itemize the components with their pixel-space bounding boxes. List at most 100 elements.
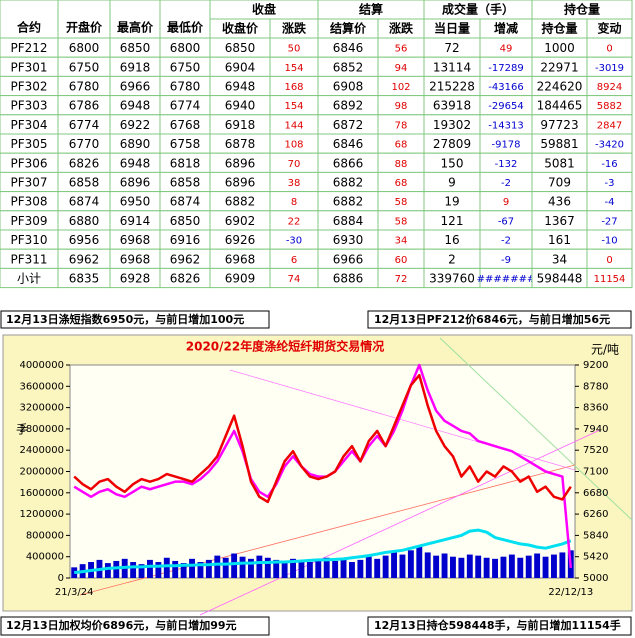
y-tick-label: 4000000: [19, 360, 64, 371]
cell-text: 50: [288, 44, 301, 55]
cell-text: 6850: [120, 41, 151, 55]
volume-bar: [365, 556, 372, 578]
y2-tick-label: 5000: [583, 573, 608, 584]
y-tick-label: 3200000: [19, 403, 64, 414]
volume-bar: [399, 554, 406, 578]
cell-text: 78: [395, 120, 408, 131]
cell-text: 59881: [540, 137, 578, 151]
cell-text: 6874: [170, 195, 201, 209]
cell-text: PF301: [10, 60, 47, 74]
volume-bar: [559, 552, 566, 578]
cell-text: 6896: [225, 176, 256, 190]
cell-text: 6926: [225, 233, 256, 247]
cell-text: -3: [605, 178, 615, 189]
cell-text: 6956: [69, 233, 100, 247]
volume-bar: [222, 557, 229, 578]
cell-text: 6858: [170, 176, 201, 190]
y-axis-label: 手: [16, 423, 28, 437]
cell-text: 16: [444, 233, 459, 247]
cell-text: 2847: [597, 120, 622, 131]
cell-text: 6962: [170, 252, 201, 266]
cell-text: 6850: [225, 41, 256, 55]
cell-text: PF212: [10, 41, 47, 55]
volume-bar: [534, 553, 541, 578]
header-label: 涨跌: [282, 21, 307, 36]
cell-text: PF306: [10, 156, 47, 170]
cell-text: 34: [395, 236, 408, 247]
x-tick-label: 21/3/24: [55, 587, 94, 598]
cell-text: 72: [395, 274, 408, 285]
cell-text: 9: [448, 176, 456, 190]
volume-bar: [130, 562, 137, 578]
cell-text: 72: [444, 41, 459, 55]
note: 12月13日加权均价6896元，与前日增加99元: [6, 618, 237, 632]
cell-text: 6966: [333, 252, 364, 266]
cell-text: 6818: [170, 156, 201, 170]
cell-text: 6968: [225, 252, 256, 266]
header-label: 收盘: [252, 2, 276, 17]
cell-text: 6886: [333, 272, 364, 286]
volume-bar: [382, 555, 389, 578]
header-label: 结算: [359, 2, 383, 17]
volume-bar: [205, 559, 212, 578]
cell-text: PF308: [10, 195, 47, 209]
cell-text: -17289: [488, 63, 523, 74]
cell-text: 6786: [69, 99, 100, 113]
volume-bar: [483, 557, 490, 578]
cell-text: 70: [288, 159, 301, 170]
cell-text: 13114: [433, 60, 471, 74]
cell-text: PF305: [10, 137, 47, 151]
cell-text: 6826: [170, 272, 201, 286]
header-label: 成交量（手）: [442, 2, 514, 17]
cell-text: 6948: [225, 80, 256, 94]
volume-bar: [492, 558, 498, 578]
cell-text: -16: [601, 159, 617, 170]
cell-text: 22971: [540, 60, 578, 74]
volume-bar: [349, 562, 355, 578]
cell-text: PF304: [10, 118, 47, 132]
cell-text: 215228: [429, 80, 475, 94]
cell-text: 709: [548, 176, 571, 190]
cell-text: 436: [548, 195, 571, 209]
cell-text: 6800: [69, 41, 100, 55]
cell-text: 6780: [170, 80, 201, 94]
header-label: 增减: [494, 21, 518, 36]
volume-bar: [239, 556, 246, 578]
header-label: 当日量: [434, 21, 470, 36]
volume-bar: [433, 555, 440, 578]
cell-text: #######: [477, 274, 536, 285]
cell-text: 121: [441, 214, 464, 228]
volume-bar: [113, 560, 120, 578]
cell-text: 6884: [333, 214, 364, 228]
cell-text: 168: [284, 82, 303, 93]
header-label: 收盘价: [222, 21, 259, 36]
cell-text: 6: [291, 255, 297, 266]
cell-text: 6890: [120, 137, 151, 151]
cell-text: 144: [284, 120, 303, 131]
cell-text: PF302: [10, 80, 47, 94]
volume-bar: [500, 556, 507, 578]
cell-text: 184465: [537, 99, 583, 113]
header-label: 变动: [597, 21, 621, 36]
y2-tick-label: 5840: [583, 530, 608, 541]
cell-text: 6880: [69, 214, 100, 228]
cell-text: 94: [395, 63, 408, 74]
cell-text: 38: [288, 178, 301, 189]
cell-text: -4: [605, 197, 615, 208]
volume-bar: [104, 563, 111, 578]
y2-tick-label: 8780: [583, 381, 608, 392]
y-tick-label: 3600000: [19, 381, 64, 392]
y2-tick-label: 6680: [583, 488, 608, 499]
cell-text: 6882: [333, 195, 364, 209]
cell-text: 108: [284, 140, 303, 151]
cell-text: 6768: [170, 118, 201, 132]
note-box: [0, 616, 270, 636]
cell-text: 6928: [120, 272, 151, 286]
volume-bar: [163, 557, 170, 578]
cell-text: 161: [548, 233, 571, 247]
cell-text: 11154: [594, 274, 626, 285]
volume-bar: [273, 559, 280, 578]
cell-text: 6896: [225, 156, 256, 170]
cell-text: 6922: [120, 118, 151, 132]
cell-text: PF311: [10, 252, 47, 266]
